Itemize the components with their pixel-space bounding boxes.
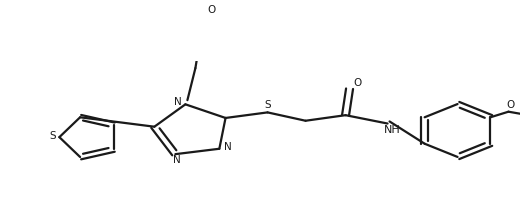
Text: NH: NH [384,125,401,135]
Text: N: N [174,97,181,107]
Text: N: N [174,155,181,165]
Text: O: O [207,5,215,15]
Text: S: S [49,131,56,141]
Text: O: O [354,78,362,88]
Text: N: N [225,142,232,152]
Text: S: S [264,100,271,110]
Text: O: O [506,100,515,110]
